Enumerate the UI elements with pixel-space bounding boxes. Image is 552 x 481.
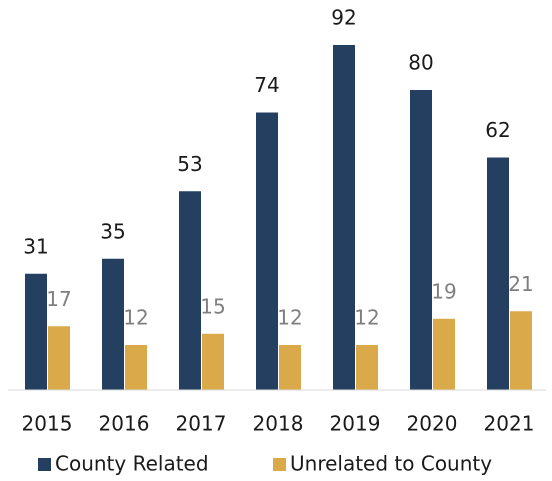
value-label: 12 bbox=[277, 306, 302, 330]
bar bbox=[102, 258, 124, 390]
value-label: 31 bbox=[23, 234, 48, 258]
x-tick-label: 2016 bbox=[99, 412, 150, 436]
legend-swatch bbox=[273, 458, 286, 471]
legend-label: Unrelated to County bbox=[290, 452, 492, 476]
value-label: 12 bbox=[123, 306, 148, 330]
x-tick-label: 2018 bbox=[253, 412, 304, 436]
value-label: 80 bbox=[408, 51, 433, 75]
value-label: 21 bbox=[508, 272, 533, 296]
value-label: 19 bbox=[431, 279, 456, 303]
value-label: 74 bbox=[254, 73, 279, 97]
x-tick-label: 2020 bbox=[407, 412, 458, 436]
bar bbox=[410, 90, 432, 390]
x-tick-label: 2015 bbox=[22, 412, 73, 436]
bar bbox=[487, 157, 509, 390]
bar bbox=[356, 345, 378, 390]
bar bbox=[433, 318, 455, 390]
value-label: 35 bbox=[100, 219, 125, 243]
bar bbox=[202, 333, 224, 390]
bar bbox=[333, 45, 355, 390]
value-label: 62 bbox=[485, 118, 510, 142]
x-tick-label: 2021 bbox=[484, 412, 535, 436]
bar bbox=[125, 345, 147, 390]
value-label: 15 bbox=[200, 294, 225, 318]
x-tick-label: 2017 bbox=[176, 412, 227, 436]
value-label: 53 bbox=[177, 152, 202, 176]
legend-label: County Related bbox=[55, 452, 209, 476]
bar bbox=[279, 345, 301, 390]
bar bbox=[179, 191, 201, 390]
legend-swatch bbox=[38, 458, 51, 471]
x-tick-label: 2019 bbox=[330, 412, 381, 436]
value-label: 12 bbox=[354, 306, 379, 330]
bar bbox=[25, 273, 47, 390]
bar bbox=[510, 311, 532, 390]
bar bbox=[256, 112, 278, 390]
value-label: 17 bbox=[46, 287, 71, 311]
value-label: 92 bbox=[331, 6, 356, 30]
bar bbox=[48, 326, 70, 390]
